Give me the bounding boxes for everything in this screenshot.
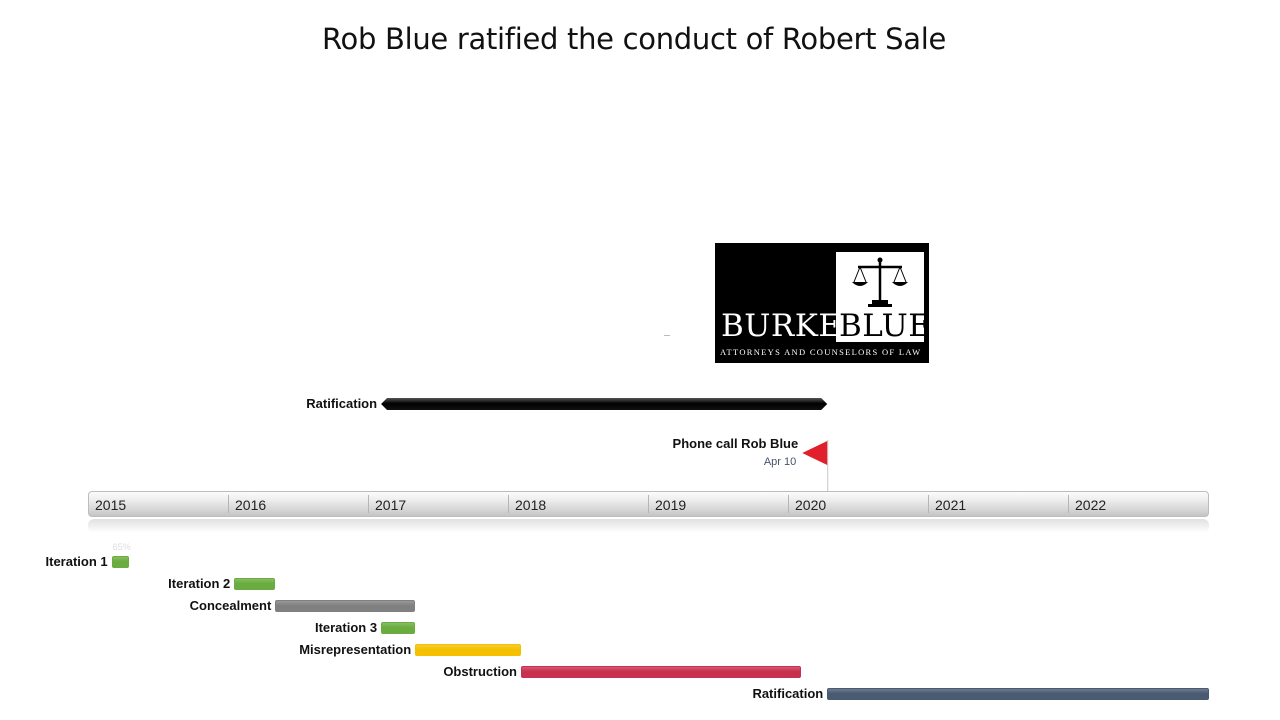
milestone-label: Phone call Rob Blue [672, 436, 799, 451]
year-label: 2018 [515, 497, 547, 513]
timescale-shadow [88, 519, 1209, 533]
year-tick [788, 495, 789, 513]
year-label: 2016 [235, 497, 267, 513]
logo-name-left: BURKE [721, 308, 842, 344]
task-bar [827, 688, 1209, 700]
year-label: 2022 [1075, 497, 1107, 513]
year-label: 2015 [95, 497, 127, 513]
task-label: Iteration 1 [45, 554, 108, 569]
page-title: Rob Blue ratified the conduct of Robert … [321, 22, 947, 56]
task-bar [381, 622, 416, 634]
year-tick [928, 495, 929, 513]
task-label: Concealment [189, 598, 272, 613]
task-percent-label: 65% [112, 542, 131, 552]
task-bar [520, 666, 801, 678]
task-bar [415, 644, 521, 656]
year-tick [648, 495, 649, 513]
task-label: Misrepresentation [299, 642, 412, 657]
year-label: 2017 [375, 497, 407, 513]
task-bar [111, 556, 129, 568]
year-tick [228, 495, 229, 513]
logo-tagline: ATTORNEYS AND COUNSELORS OF LAW [720, 347, 922, 357]
task-label: Ratification [752, 686, 824, 701]
year-tick [368, 495, 369, 513]
milestone-flag-icon [802, 441, 828, 465]
task-label: Obstruction [443, 664, 517, 679]
year-label: 2021 [935, 497, 967, 513]
task-label: Iteration 2 [168, 576, 231, 591]
burke-blue-logo: BURKE BLUE ATTORNEYS AND COUNSELORS OF L… [715, 243, 929, 363]
task-label: Iteration 3 [314, 620, 378, 635]
logo-name-right: BLUE [839, 308, 929, 344]
stray-dash [664, 335, 670, 336]
year-label: 2019 [655, 497, 687, 513]
span-bar [381, 398, 828, 410]
task-bar [275, 600, 416, 612]
year-tick [1068, 495, 1069, 513]
task-bar [234, 578, 276, 590]
span-label: Ratification [306, 396, 378, 411]
year-label: 2020 [795, 497, 827, 513]
milestone-date: Apr 10 [763, 456, 797, 468]
scales-of-justice-icon [852, 257, 908, 307]
year-tick [508, 495, 509, 513]
